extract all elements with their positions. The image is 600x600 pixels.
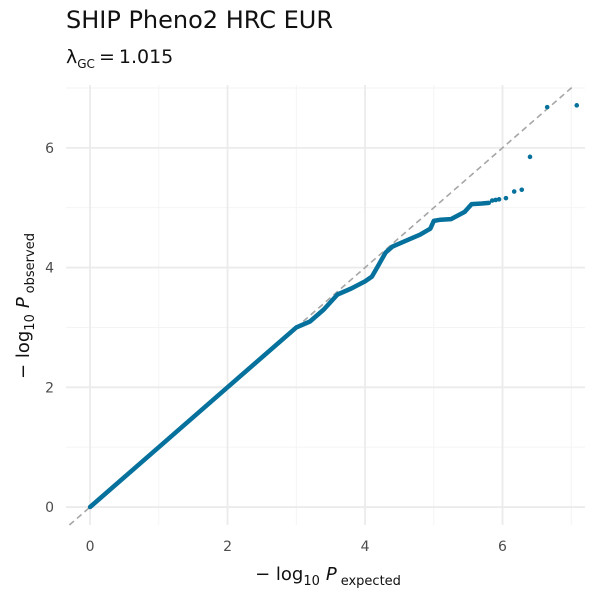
x-tick-label: 0 bbox=[86, 539, 95, 555]
y-tick-labels: 0 2 4 6 bbox=[45, 141, 54, 516]
data-point bbox=[519, 187, 525, 193]
x-tick-labels: 0 2 4 6 bbox=[86, 539, 507, 555]
y-tick-label: 6 bbox=[45, 141, 54, 157]
data-point bbox=[511, 189, 517, 194]
data-points bbox=[489, 103, 580, 203]
data-point bbox=[544, 104, 550, 110]
x-tick-label: 4 bbox=[361, 539, 370, 555]
lambda-equals: = bbox=[98, 46, 115, 68]
data-point bbox=[489, 198, 495, 203]
y-axis-title: − log10Pobserved bbox=[13, 233, 38, 379]
lambda-symbol: λ bbox=[66, 46, 78, 68]
data-point bbox=[527, 154, 533, 160]
data-curve bbox=[87, 200, 492, 510]
data-point bbox=[493, 197, 498, 203]
lambda-value: 1.015 bbox=[118, 46, 174, 68]
data-point bbox=[503, 195, 509, 201]
y-tick-label: 4 bbox=[45, 261, 54, 277]
data-point bbox=[574, 103, 580, 108]
grid bbox=[66, 85, 585, 525]
x-tick-label: 2 bbox=[223, 539, 232, 555]
data-point bbox=[496, 197, 502, 202]
chart-title: SHIP Pheno2 HRC EUR bbox=[66, 6, 334, 34]
y-tick-label: 0 bbox=[45, 500, 54, 516]
lambda-subscript: GC bbox=[77, 56, 95, 71]
x-tick-label: 6 bbox=[498, 539, 507, 555]
y-tick-label: 2 bbox=[45, 380, 54, 396]
chart-subtitle: λGC = 1.015 bbox=[66, 46, 173, 71]
